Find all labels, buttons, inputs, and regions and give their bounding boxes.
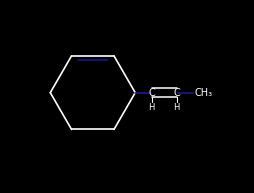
- Text: CH₃: CH₃: [193, 88, 211, 98]
- Text: C: C: [148, 88, 154, 98]
- Text: C: C: [173, 88, 179, 98]
- Text: H: H: [148, 103, 154, 112]
- Text: H: H: [173, 103, 179, 112]
